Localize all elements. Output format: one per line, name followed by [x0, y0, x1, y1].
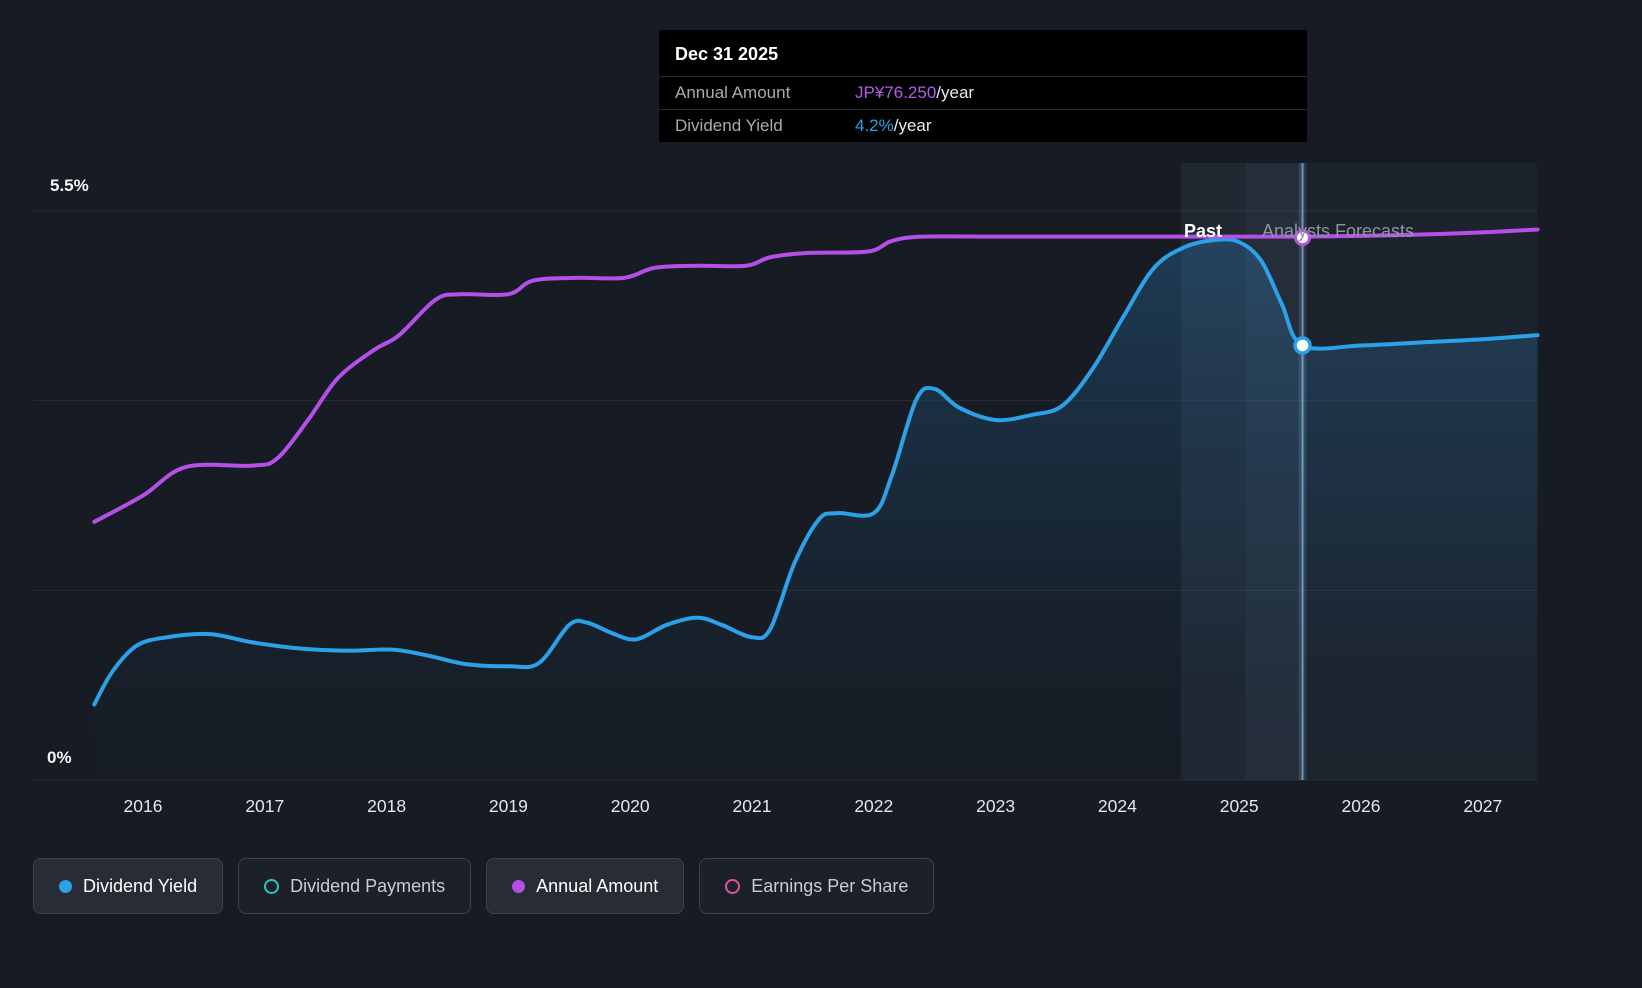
tooltip-row-suffix: /year [893, 116, 932, 135]
legend-item-dividend-payments[interactable]: Dividend Payments [238, 858, 472, 914]
x-axis-label: 2025 [1220, 796, 1259, 816]
x-axis-label: 2021 [733, 796, 772, 816]
tooltip-row-value: JP¥76.250 [855, 83, 937, 102]
tooltip-row-dividend-yield: Dividend Yield 4.2% /year [659, 109, 1307, 142]
legend-item-label: Dividend Payments [290, 875, 446, 896]
forecast-region [1245, 163, 1537, 780]
y-axis-label-bottom: 0% [47, 748, 72, 767]
tooltip-row-label: Annual Amount [675, 83, 791, 102]
dividend-yield-dot-icon [59, 879, 72, 893]
hover-marker-dividend-yield[interactable] [1293, 336, 1312, 355]
tooltip-row-label: Dividend Yield [675, 116, 783, 135]
dividend-yield-line [92, 237, 1540, 707]
legend-item-dividend-yield[interactable]: Dividend Yield [33, 858, 224, 914]
x-axis-label: 2017 [245, 796, 284, 816]
x-axis-label: 2016 [124, 796, 163, 816]
x-axis-label: 2024 [1098, 796, 1137, 816]
tooltip-date: Dec 31 2025 [675, 44, 779, 64]
x-axis-label: 2019 [489, 796, 528, 816]
earnings-per-share-circle-icon [725, 878, 741, 894]
x-axis-label: 2022 [854, 796, 893, 816]
dividend-payments-circle-icon [264, 878, 280, 894]
hover-marker-annual-amount[interactable] [1294, 229, 1312, 247]
legend-item-label: Earnings Per Share [751, 875, 909, 896]
y-axis-label-top: 5.5% [50, 176, 89, 195]
tooltip: Dec 31 2025 Annual Amount JP¥76.250 /yea… [659, 30, 1307, 142]
annual-amount-line [92, 227, 1540, 524]
tooltip-row-annual-amount: Annual Amount JP¥76.250 /year [659, 76, 1307, 109]
x-axis-label: 2023 [976, 796, 1015, 816]
annual-amount-dot-icon [512, 879, 526, 893]
dividend-chart[interactable]: 2016 2017 2018 2019 2020 2021 2022 2023 2024 2025… [0, 0, 1642, 840]
legend-item-earnings-per-share[interactable]: Earnings Per Share [699, 858, 935, 914]
legend-item-annual-amount[interactable]: Annual Amount [486, 858, 685, 914]
dividend-yield-area [94, 239, 1538, 781]
forecast-label: Analysts Forecasts [1262, 221, 1415, 241]
x-axis-label: 2018 [367, 796, 406, 816]
legend-item-label: Dividend Yield [83, 875, 198, 896]
legend-item-label: Annual Amount [536, 875, 659, 896]
hover-band [1180, 163, 1303, 780]
x-axis-label: 2020 [611, 796, 650, 816]
x-axis-label: 2027 [1463, 796, 1502, 816]
legend: Dividend Yield Dividend Payments Annual … [33, 858, 935, 914]
past-label: Past [1184, 221, 1223, 241]
tooltip-row-value: 4.2% [855, 116, 894, 135]
x-axis-label: 2026 [1342, 796, 1381, 816]
tooltip-row-suffix: /year [936, 83, 975, 102]
